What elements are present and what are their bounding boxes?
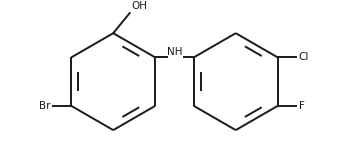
Text: NH: NH — [167, 46, 182, 57]
Text: Cl: Cl — [299, 52, 309, 62]
Text: OH: OH — [131, 1, 147, 11]
Text: F: F — [299, 101, 305, 111]
Text: Br: Br — [39, 101, 50, 111]
